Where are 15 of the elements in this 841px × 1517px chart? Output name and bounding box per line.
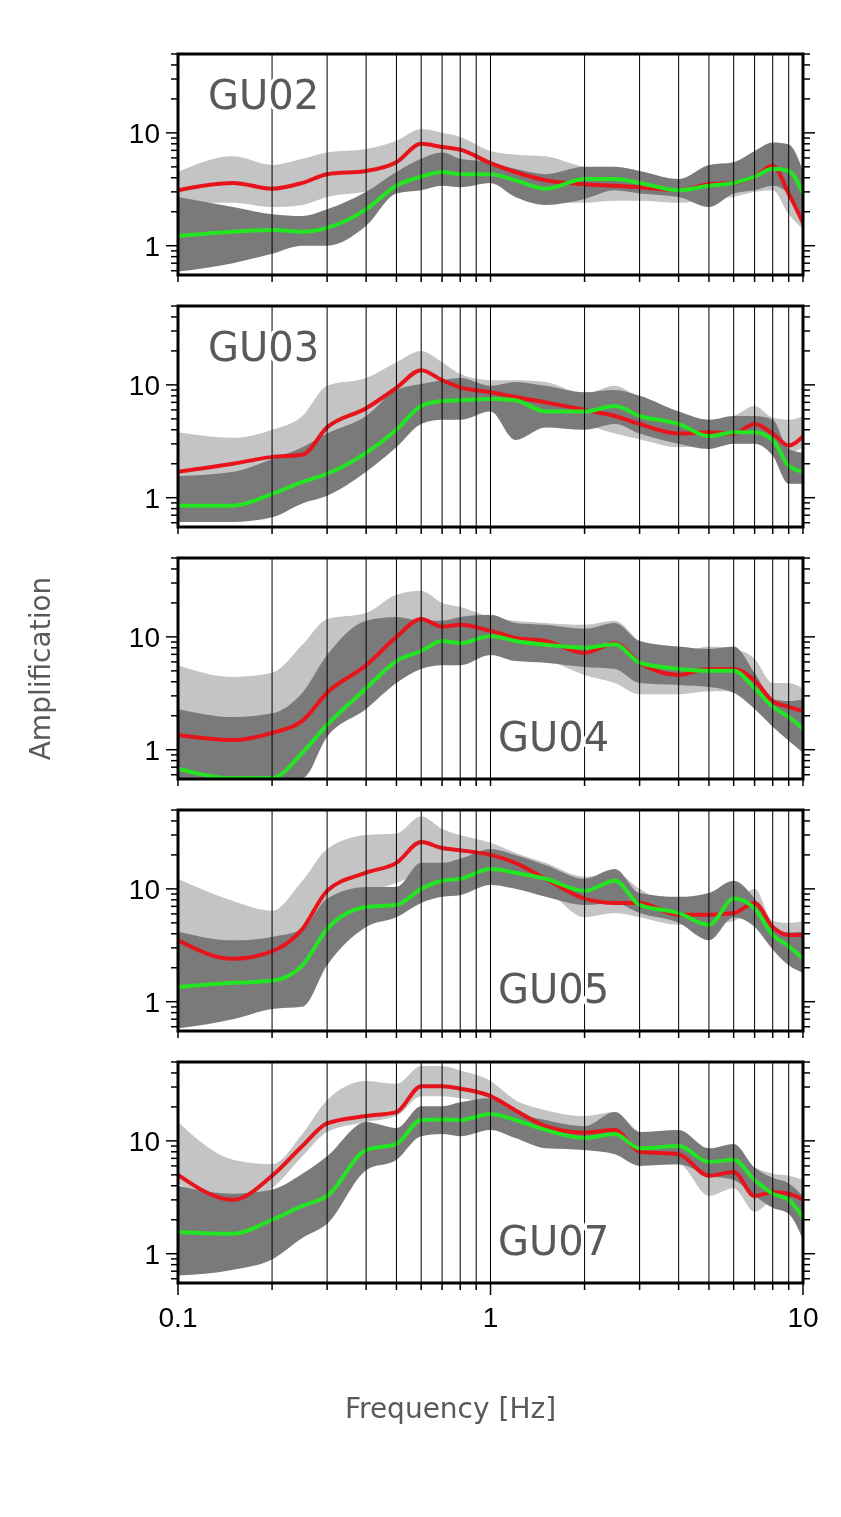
y-tick-label: 1 — [144, 230, 160, 262]
x-tick-label: 1 — [482, 1302, 499, 1333]
y-tick-label: 10 — [128, 369, 160, 401]
y-tick-label: 1 — [144, 1238, 160, 1270]
x-tick-label: 0.1 — [158, 1302, 198, 1333]
y-tick-label: 10 — [128, 621, 160, 653]
y-tick-label: 10 — [128, 117, 160, 149]
y-axis-title: Amplification — [24, 576, 57, 761]
x-tick-label: 10 — [787, 1302, 819, 1333]
y-tick-label: 1 — [144, 734, 160, 766]
y-tick-label: 1 — [144, 482, 160, 514]
y-tick-label: 1 — [144, 986, 160, 1018]
y-tick-label: 10 — [128, 873, 160, 905]
x-axis-title: Frequency [Hz] — [344, 1392, 557, 1425]
y-tick-label: 10 — [128, 1125, 160, 1157]
